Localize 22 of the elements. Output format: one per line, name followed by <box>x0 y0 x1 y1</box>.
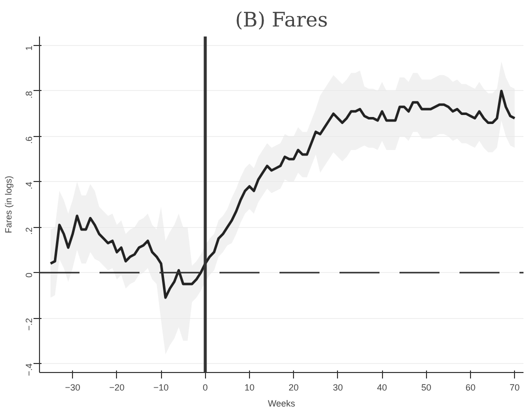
y-tick-label: .8 <box>24 90 34 98</box>
x-tick-label: 10 <box>244 382 254 392</box>
y-tick-label: .6 <box>24 136 34 144</box>
x-tick-label: −30 <box>65 382 80 392</box>
x-tick-label: 20 <box>288 382 299 392</box>
y-tick-label: 1 <box>24 46 34 51</box>
x-tick-label: 0 <box>202 382 208 392</box>
x-tick-label: 40 <box>377 382 388 392</box>
y-axis-title: Fares (in logs) <box>4 176 14 234</box>
y-tick-label: .4 <box>24 182 34 190</box>
y-tick-label: .2 <box>24 227 34 235</box>
chart-title: (B) Fares <box>235 8 328 32</box>
x-tick-label: −20 <box>109 382 124 392</box>
x-tick-label: 60 <box>465 382 476 392</box>
y-tick-label: −.2 <box>24 318 34 331</box>
x-axis-title: Weeks <box>268 398 296 408</box>
x-tick-label: 50 <box>421 382 432 392</box>
x-tick-label: 70 <box>510 382 520 392</box>
y-tick-label: −.4 <box>24 363 34 376</box>
y-tick-label: 0 <box>24 272 34 278</box>
x-tick-label: −10 <box>153 382 169 392</box>
x-tick-label: 30 <box>332 382 343 392</box>
